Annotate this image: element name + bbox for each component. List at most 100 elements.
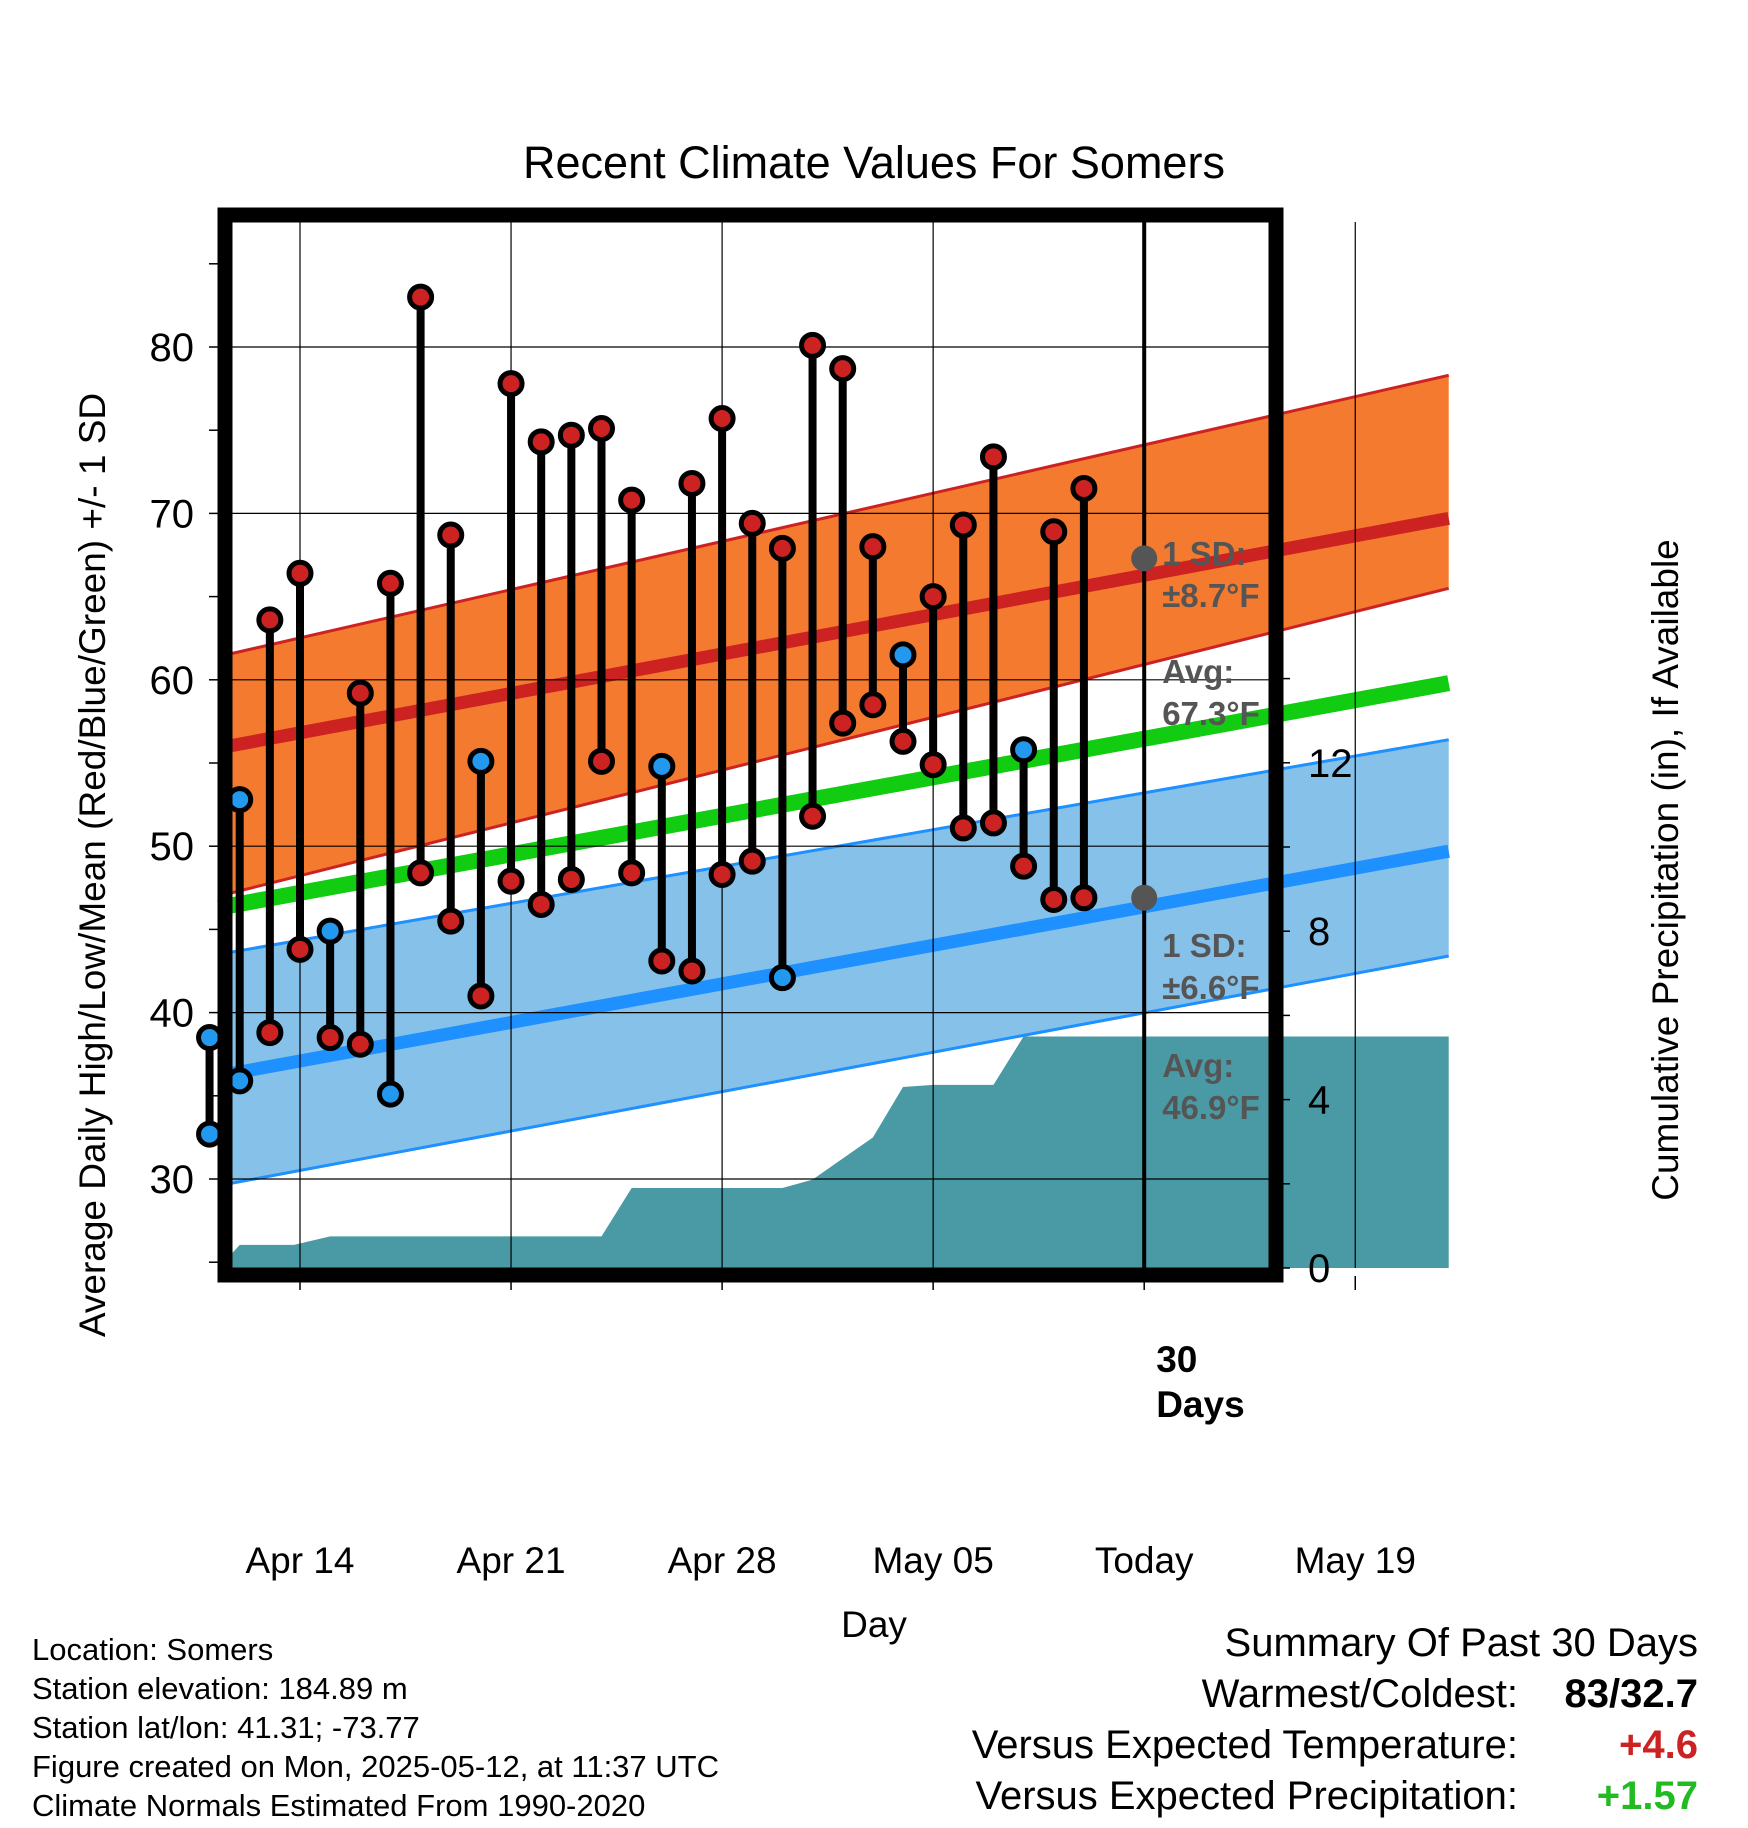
y2-tick-label: 4 [1308,1079,1330,1123]
daily-low-point [316,1024,344,1052]
daily-low-point [557,865,585,893]
daily-high-point [437,521,465,549]
precip-anomaly-label: Versus Expected Precipitation: [975,1774,1518,1818]
daily-high-point [407,283,435,311]
daily-low-point [437,907,465,935]
daily-low-point [497,867,525,895]
y2-axis-label: Cumulative Precipitation (in), If Availa… [1645,539,1686,1201]
normal-low-line [217,844,1450,1083]
low-sd-band-upper-edge [218,738,1449,956]
y-tick-label: 30 [150,1158,195,1202]
daily-low-point [618,859,646,887]
daily-low-point [708,860,736,888]
daily-high-point [859,533,887,561]
high-annotation-0: 1 SD: [1162,535,1246,572]
daily-high-point [889,641,917,669]
daily-low-point [678,957,706,985]
summary-warmest-coldest: Warmest/Coldest: 83/32.7 [972,1669,1698,1720]
low-annotation-2: Avg: [1162,1047,1234,1084]
latlon-text: Station lat/lon: 41.31; -73.77 [32,1710,420,1745]
daily-low-point [376,1080,404,1108]
daily-low-point [1010,852,1038,880]
daily-low-point [648,947,676,975]
summary-temperature: Versus Expected Temperature: +4.6 [972,1720,1698,1771]
daily-low-point [889,727,917,755]
daily-high-point [799,331,827,359]
y2-tick-label: 12 [1308,742,1353,786]
high-avg-marker [1131,545,1158,572]
high-annotation-1: ±8.7°F [1162,577,1259,614]
daily-low-point [949,814,977,842]
daily-high-point [979,443,1007,471]
plot-border [217,207,1284,1283]
daily-low-point [286,935,314,963]
daily-high-point [196,1024,224,1052]
axes: 30 40 50 60 70 80 0 4 8 12 Apr 14 Apr 21 Apr 28 May 0… [150,263,1416,1581]
daily-low-point [979,809,1007,837]
daily-low-point [467,982,495,1010]
daily-high-point [1070,474,1098,502]
daily-high-point [588,415,615,443]
daily-high-point [708,405,736,433]
daily-high-point [497,370,525,398]
x-tick-label: May 05 [872,1540,993,1581]
y2-tick-label: 8 [1308,910,1330,954]
precipitation-area [218,1036,1449,1268]
daily-low-point [346,1030,374,1058]
y-tick-label: 50 [150,825,195,869]
daily-high-point [648,752,676,780]
x-tick-label: Apr 21 [457,1540,566,1581]
temp-anomaly-label: Versus Expected Temperature: [971,1723,1518,1767]
high-annotation-3: 67.3°F [1162,695,1260,732]
daily-high-point [949,511,977,539]
low-annotation-1: ±6.6°F [1162,969,1259,1006]
daily-high-point [316,917,344,945]
low-avg-marker [1131,884,1158,911]
daily-low-point [256,1019,284,1047]
today-days-label: Days [1156,1384,1244,1425]
summary-precipitation: Versus Expected Precipitation: +1.57 [972,1771,1698,1822]
daily-high-point [376,569,404,597]
daily-low-point [407,859,435,887]
high-annotation-2: Avg: [1162,653,1234,690]
y-tick-label: 70 [150,492,195,536]
summary-panel: Summary Of Past 30 Days Warmest/Coldest:… [972,1618,1698,1822]
x-tick-label: Today [1095,1540,1194,1581]
y-axis-label: Average Daily High/Low/Mean (Red/Blue/Gr… [72,393,113,1337]
daily-high-point [919,583,947,611]
daily-high-point [1010,736,1038,764]
daily-high-point [738,509,766,537]
today-days-label: 30 [1156,1339,1197,1380]
low-sd-band-lower-edge [218,954,1449,1188]
station-info: Location: Somers Station elevation: 184.… [32,1630,719,1825]
daily-low-point [799,802,827,830]
daily-low-point [588,747,615,775]
daily-low-point [919,751,947,779]
daily-low-point [1040,885,1068,913]
temp-anomaly-value: +4.6 [1619,1723,1698,1767]
x-axis-label: Day [841,1604,907,1645]
daily-high-point [527,428,555,456]
daily-low-point [196,1120,224,1148]
daily-low-point [1070,884,1098,912]
daily-low-point [768,964,796,992]
chart-title: Recent Climate Values For Somers [523,137,1225,188]
precip-cumulative-area [218,1036,1449,1268]
daily-values [196,283,1098,1148]
elevation-text: Station elevation: 184.89 m [32,1671,408,1706]
daily-high-point [829,355,857,383]
daily-low-point [829,709,857,737]
location-text: Location: Somers [32,1632,274,1667]
daily-high-point [557,421,585,449]
daily-low-point [738,847,766,875]
y2-tick-label: 0 [1308,1247,1330,1291]
precip-anomaly-value: +1.57 [1596,1774,1698,1818]
summary-title: Summary Of Past 30 Days [1224,1621,1698,1665]
daily-high-point [618,486,646,514]
daily-high-point [678,469,706,497]
daily-low-point [527,890,555,918]
daily-high-point [1040,518,1068,546]
plot-frame [217,207,1284,1283]
daily-high-point [768,534,796,562]
